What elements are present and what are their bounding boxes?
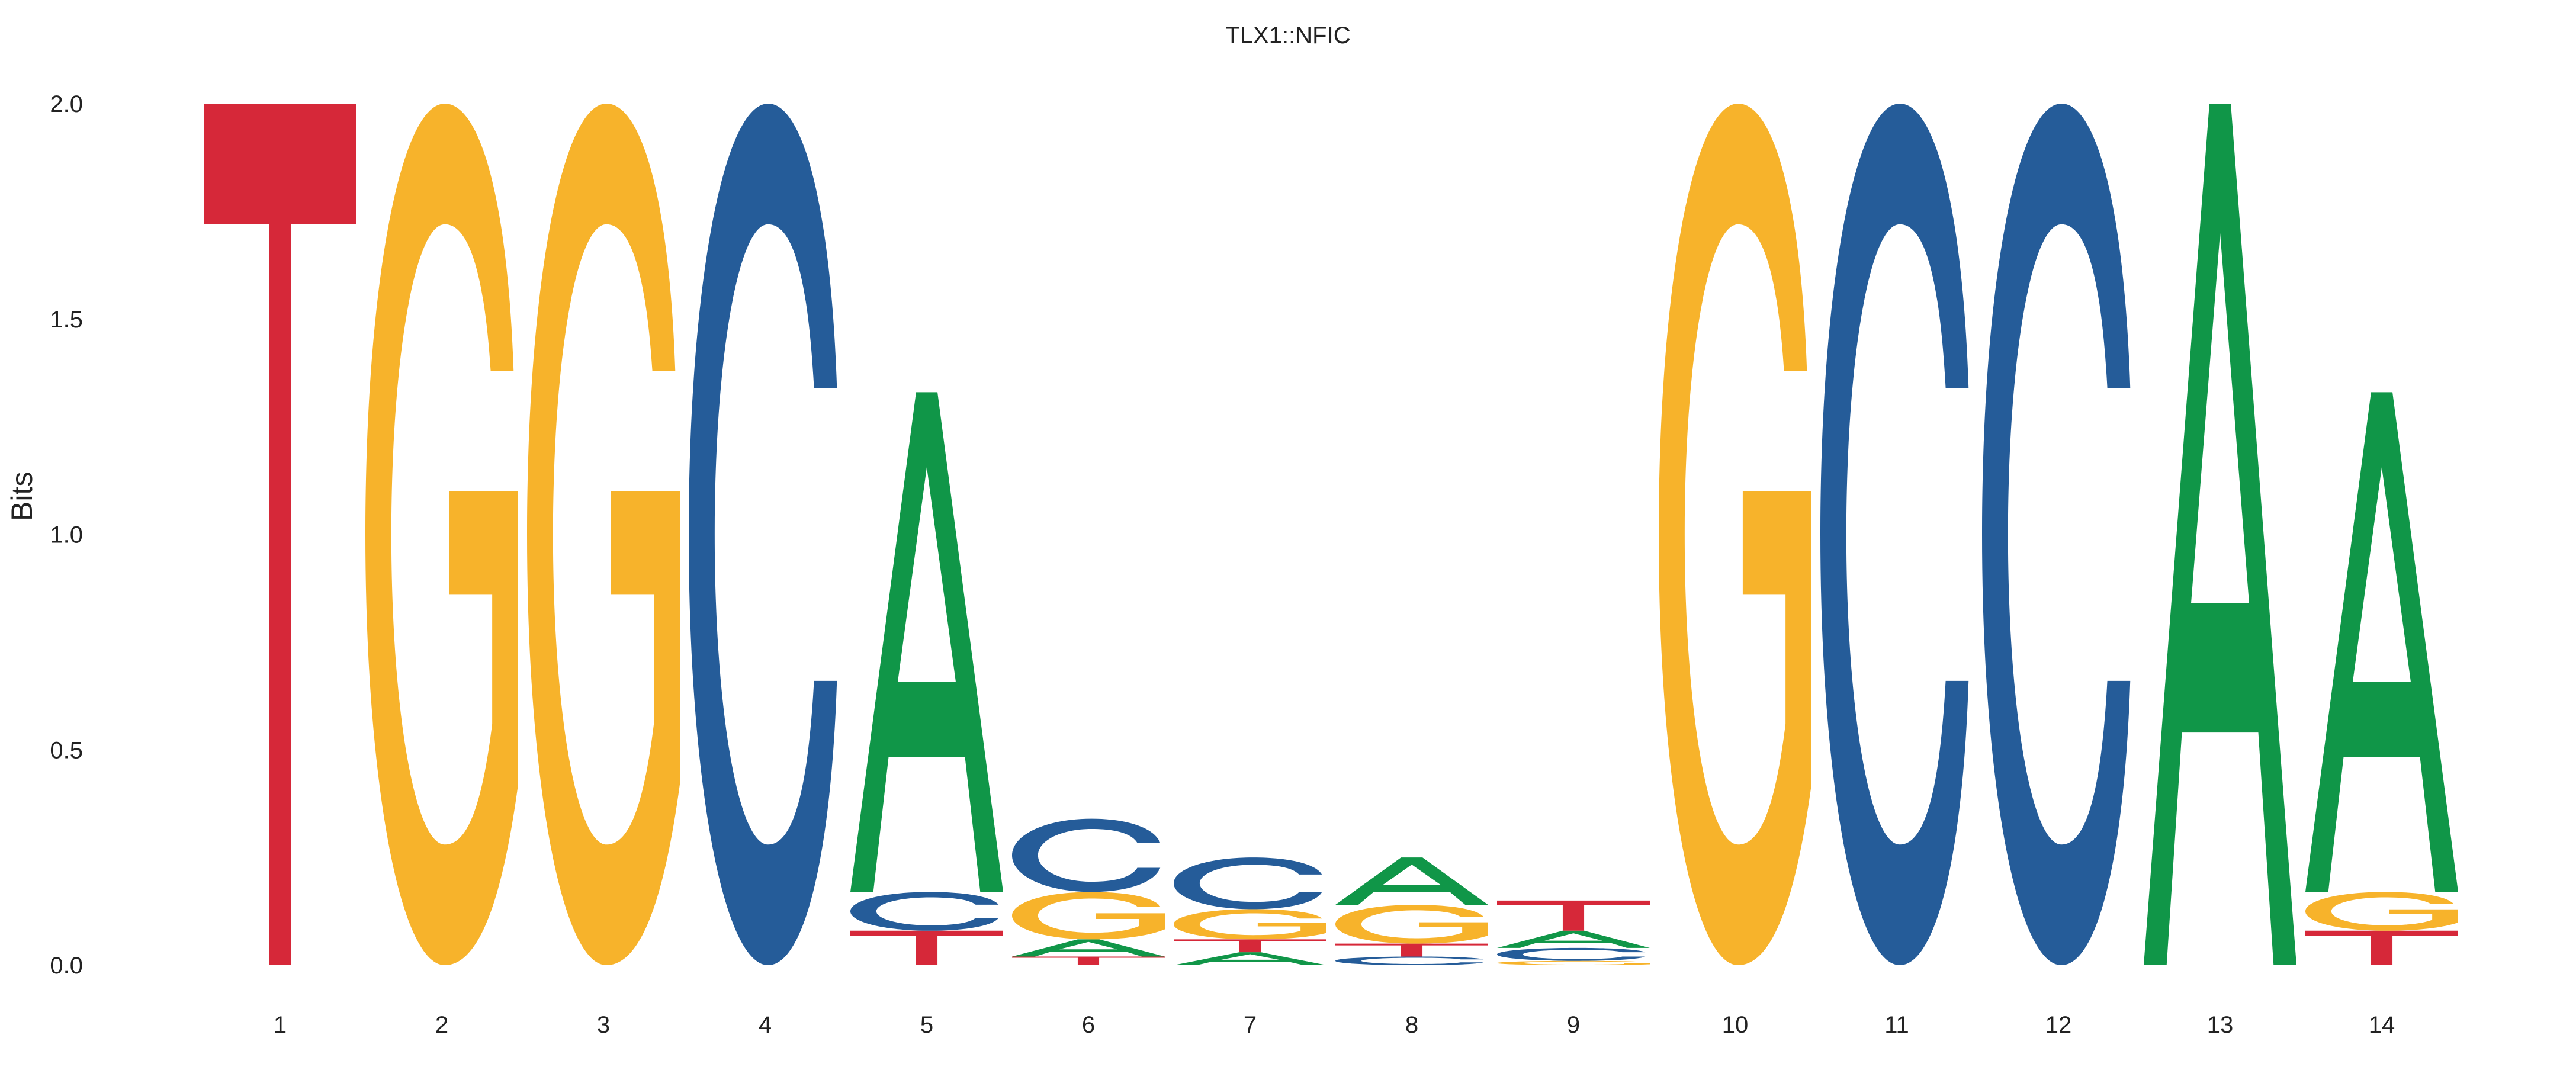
logo-letter-c <box>1174 857 1322 910</box>
logo-letter-a <box>2144 104 2296 965</box>
x-tick-label: 6 <box>1082 1012 1095 1038</box>
logo-letter-t <box>850 930 1003 965</box>
logo-letter-c <box>1012 818 1161 892</box>
x-axis: 1 2 3 4 5 6 7 8 9 10 11 12 13 14 <box>274 1012 2395 1038</box>
chart-title: TLX1::NFIC <box>1225 23 1351 49</box>
logo-letter-g <box>1012 892 1165 940</box>
logo-letter-g <box>2305 892 2458 931</box>
y-tick-label: 1.0 <box>50 522 83 548</box>
logo-letter-t <box>1497 900 1650 931</box>
y-axis: 0.0 0.5 1.0 1.5 2.0 <box>50 91 83 979</box>
logo-letter-g <box>1659 104 1811 965</box>
x-tick-label: 1 <box>274 1012 287 1038</box>
logo-letter-c <box>1335 956 1484 965</box>
logo-glyphs <box>204 104 2458 965</box>
x-tick-label: 4 <box>759 1012 772 1038</box>
logo-letter-g <box>527 104 680 965</box>
logo-letter-t <box>1335 943 1488 957</box>
logo-letter-a <box>2305 392 2458 892</box>
logo-letter-a <box>1174 952 1326 965</box>
x-tick-label: 3 <box>597 1012 610 1038</box>
logo-letter-g <box>1497 960 1650 965</box>
logo-letter-t <box>204 104 356 965</box>
x-tick-label: 13 <box>2207 1012 2234 1038</box>
y-tick-label: 0.5 <box>50 737 83 763</box>
logo-letter-g <box>1335 905 1488 944</box>
logo-letter-a <box>1497 930 1650 948</box>
x-tick-label: 14 <box>2369 1012 2395 1038</box>
x-tick-label: 5 <box>920 1012 933 1038</box>
logo-letter-c <box>1982 104 2131 965</box>
x-tick-label: 7 <box>1244 1012 1257 1038</box>
x-tick-label: 2 <box>435 1012 448 1038</box>
logo-letter-a <box>850 392 1003 892</box>
logo-letter-g <box>1174 909 1326 940</box>
y-tick-label: 0.0 <box>50 953 83 979</box>
logo-letter-t <box>2305 930 2458 965</box>
x-tick-label: 8 <box>1405 1012 1418 1038</box>
logo-letter-c <box>689 104 837 965</box>
logo-letter-c <box>850 892 999 931</box>
x-tick-label: 11 <box>1884 1012 1909 1038</box>
x-tick-label: 9 <box>1567 1012 1580 1038</box>
logo-letter-g <box>365 104 518 965</box>
y-tick-label: 2.0 <box>50 91 83 117</box>
y-tick-label: 1.5 <box>50 307 83 333</box>
logo-letter-t <box>1174 939 1326 953</box>
logo-letter-c <box>1497 947 1646 961</box>
logo-letter-t <box>1012 956 1165 965</box>
logo-letter-a <box>1335 857 1488 905</box>
x-tick-label: 12 <box>2045 1012 2072 1038</box>
x-tick-label: 10 <box>1722 1012 1749 1038</box>
logo-letter-a <box>1012 939 1165 957</box>
logo-letter-c <box>1820 104 1969 965</box>
